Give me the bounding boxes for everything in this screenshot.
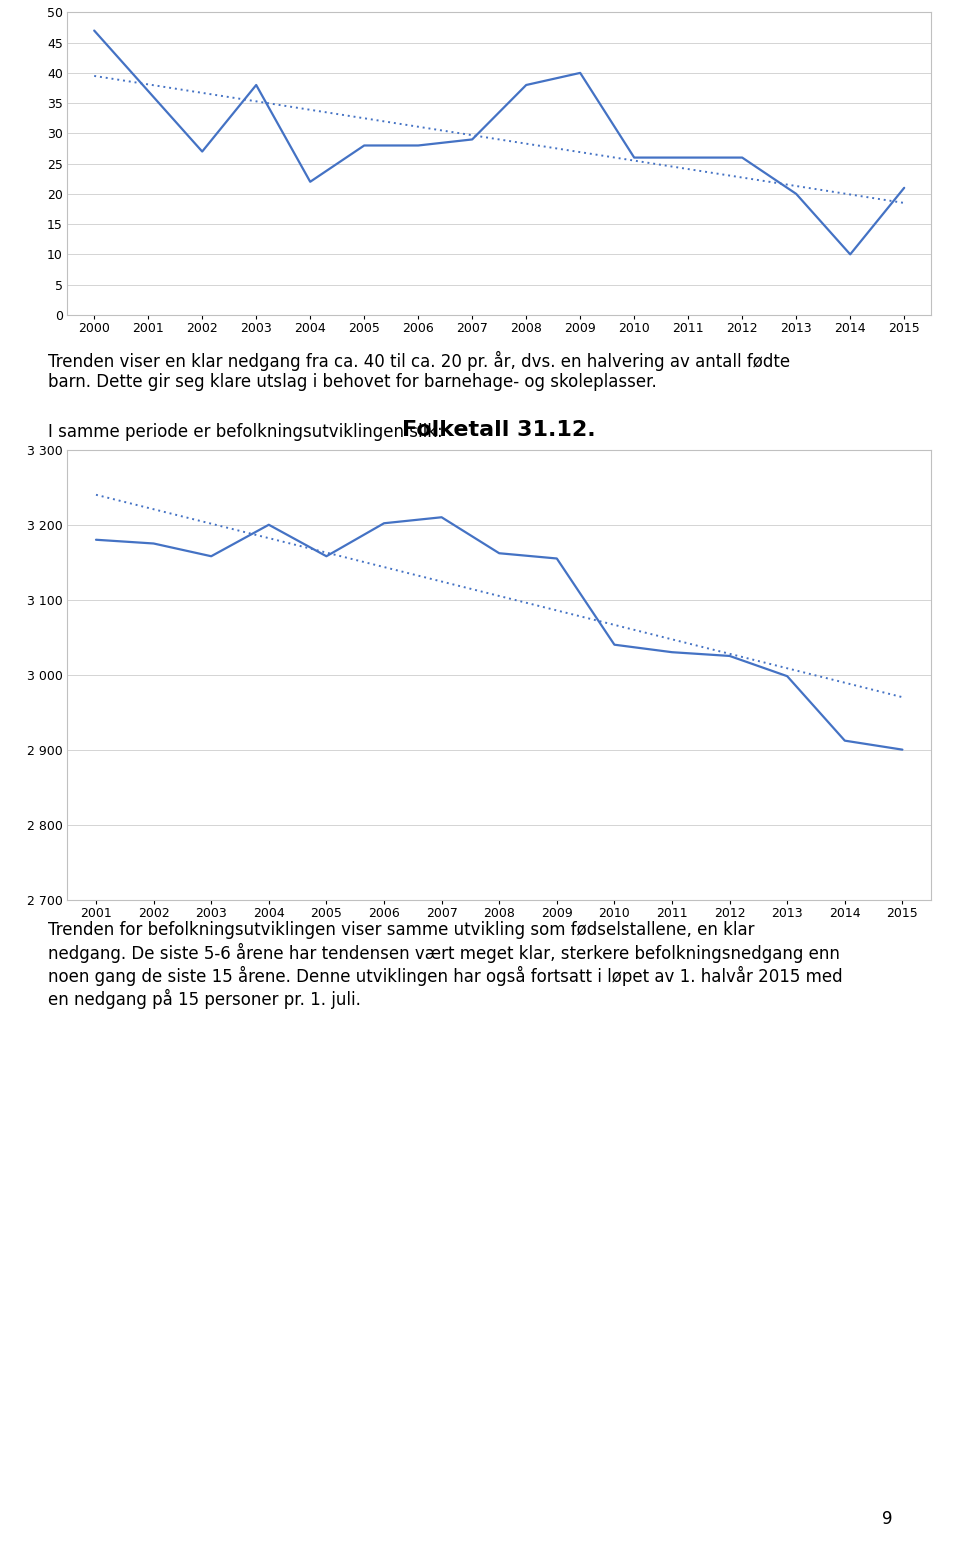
Text: 9: 9 (882, 1509, 893, 1528)
Text: Trenden for befolkningsutviklingen viser samme utvikling som fødselstallene, en : Trenden for befolkningsutviklingen viser… (48, 921, 843, 1010)
Text: I samme periode er befolkningsutviklingen slik:: I samme periode er befolkningsutviklinge… (48, 423, 443, 442)
Text: Trenden viser en klar nedgang fra ca. 40 til ca. 20 pr. år, dvs. en halvering av: Trenden viser en klar nedgang fra ca. 40… (48, 351, 790, 391)
Title: Folketall 31.12.: Folketall 31.12. (402, 420, 596, 440)
